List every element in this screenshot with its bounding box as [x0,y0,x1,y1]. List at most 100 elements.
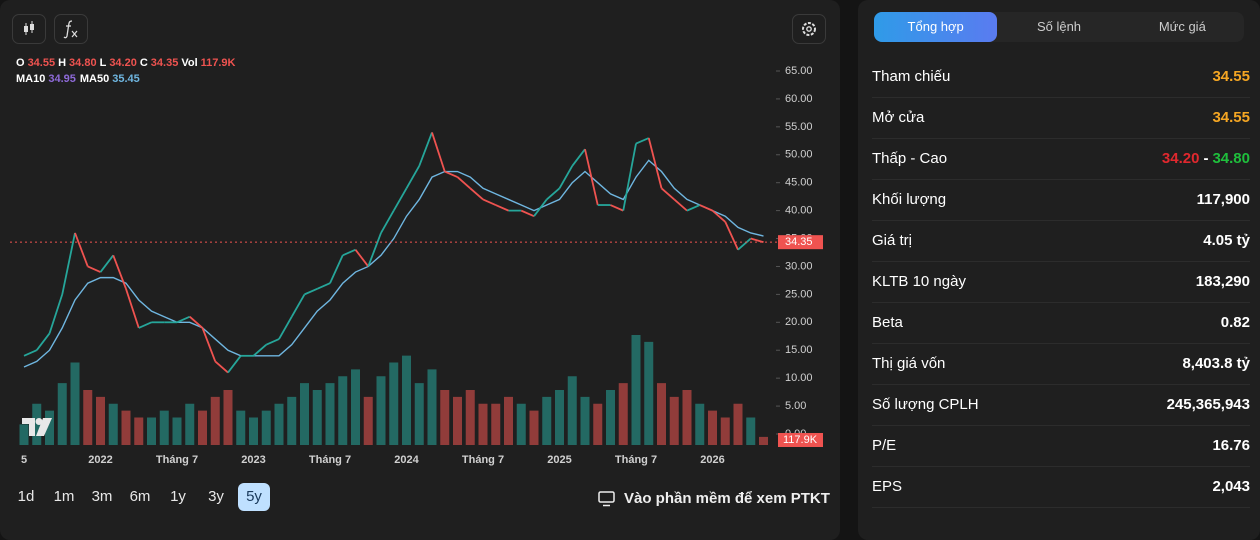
settings-button[interactable] [792,14,826,44]
legend-value: 34.80 [69,57,97,69]
summary-row: Thấp - Cao 34.20-34.80 [872,138,1250,180]
ma-line [23,159,764,368]
chart-type-button[interactable] [12,14,46,44]
row-label: P/E [872,437,897,454]
volume-bar [274,403,284,445]
row-label: Thấp - Cao [872,150,948,167]
volume-bar [338,376,348,445]
price-segment [647,137,663,189]
tab[interactable]: Mức giá [1158,19,1206,34]
y-tick-label: 50.00 [785,149,813,161]
volume-bar [108,403,118,445]
range-button[interactable]: 1d [17,488,35,505]
price-segment [201,327,217,362]
volume-bar [134,417,144,445]
last-volume-label: 117.9K [783,434,818,446]
range-button[interactable]: 3y [208,488,224,505]
y-tick-label: 60.00 [785,93,813,105]
volume-bar [465,390,475,445]
price-segment [138,321,152,329]
chart-legend: O 34.55 H 34.80 L 34.20 C 34.35 Vol 117.9K MA10 34.… [16,55,239,87]
range-separator: - [1203,150,1209,167]
price-segment [469,187,484,201]
row-label: Tham chiếu [872,68,951,85]
volume-bar [708,410,717,445]
price-segment [176,315,191,324]
volume-bar [695,403,705,445]
range-button[interactable]: 5y [238,483,270,511]
y-tick-label: 30.00 [785,260,813,272]
price-segment [520,209,535,218]
summary-row: Giá trị 4.05 tỷ [872,220,1250,262]
volume-bar [720,417,730,445]
volume-bar [261,410,271,445]
price-segment [329,254,344,284]
legend-label: H [58,57,67,69]
range-button[interactable]: 6m [129,488,151,505]
row-label: Mở cửa [872,109,925,126]
tv-logo [22,418,52,436]
price-segment [750,237,764,244]
legend-value: 35.45 [112,73,140,85]
summary-row: Mở cửa 34.55 [872,97,1250,139]
volume-bar [440,390,450,445]
y-tick-label: 20.00 [785,316,813,328]
price-segment [444,170,458,178]
volume-bar [389,362,399,445]
row-value: 16.76 [1212,437,1250,454]
volume-bar [249,417,258,445]
price-segment [686,204,701,212]
volume-bar [147,417,156,445]
price-segment [431,132,446,172]
price-segment [622,143,637,211]
volume-bar [70,362,80,445]
volume-bar [618,383,628,445]
x-tick-label: 2025 [547,454,571,466]
indicator-button[interactable] [54,14,88,44]
tab[interactable]: Tổng hợp [874,12,998,42]
range-selector: 1d 1m 3m 6m 1y 3y 5y [10,483,270,511]
volume-bar [453,396,462,445]
legend-value: 34.55 [27,57,56,69]
last-price-tag [778,235,823,250]
range-button[interactable]: 3m [91,488,113,505]
price-segment [316,282,331,290]
volume-bar [32,403,42,445]
volume-bar [414,383,424,445]
volume-bar [593,403,603,445]
summary-row: Thị giá vốn 8,403.8 tỷ [872,343,1250,385]
analysis-link[interactable]: Vào phần mềm để xem PTKT [598,490,830,507]
row-label: Beta [872,314,903,331]
price-segment [36,332,51,351]
summary-row: KLTB 10 ngày 183,290 [872,261,1250,303]
volume-bar [529,410,539,445]
summary-row: EPS 2,043 [872,466,1250,508]
price-segment [112,254,127,290]
price-segment [533,198,548,217]
volume-bar [759,436,768,445]
low-value: 34.20 [1161,150,1200,167]
range-button[interactable]: 1y [170,488,186,505]
indicator-legend: MA10 34.95 MA50 35.45 [16,71,239,87]
row-value: 183,290 [1195,273,1250,290]
price-segment [482,198,497,206]
analysis-link-text[interactable]: Vào phần mềm để xem PTKT [624,490,830,507]
volume-bar [185,403,195,445]
price-segment [724,221,739,251]
y-tick-label: 15.00 [785,344,813,356]
last-volume-tag [778,433,823,447]
price-segment [61,232,76,295]
price-segment [711,209,726,223]
candle-icon [24,21,34,35]
volume-bar [351,369,360,445]
price-segment [495,204,509,212]
volume-bar [121,410,131,445]
x-tick-label: Tháng 7 [462,454,504,466]
tab[interactable]: Số lệnh [1036,19,1082,34]
monitor-icon [598,490,615,506]
price-segment [456,176,471,189]
volume-bar [83,390,93,445]
range-button[interactable]: 1m [53,488,75,505]
volume-bar [19,424,29,445]
